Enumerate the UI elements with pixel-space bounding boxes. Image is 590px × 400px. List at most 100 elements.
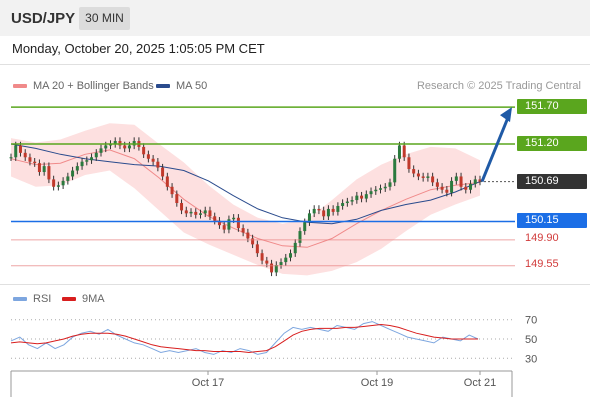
candle-body bbox=[127, 145, 131, 149]
candle-body bbox=[28, 157, 32, 162]
candle-body bbox=[80, 161, 84, 167]
candle-body bbox=[270, 263, 274, 273]
candle-body bbox=[33, 161, 37, 164]
candle-body bbox=[94, 152, 98, 158]
candle-body bbox=[435, 182, 439, 187]
candle-body bbox=[341, 203, 345, 206]
candle-body bbox=[170, 186, 174, 195]
rsi-swatch bbox=[13, 297, 27, 301]
candle-body bbox=[279, 262, 283, 266]
candle-body bbox=[379, 188, 383, 190]
candle-body bbox=[303, 222, 307, 232]
rsi-ma-line bbox=[10, 323, 478, 354]
candle-body bbox=[454, 176, 458, 181]
ma50-swatch bbox=[156, 84, 170, 88]
candle-body bbox=[397, 145, 401, 159]
target-arrowhead bbox=[500, 107, 512, 123]
candle-body bbox=[213, 216, 217, 221]
candle-body bbox=[37, 163, 41, 173]
candle-body bbox=[393, 158, 397, 183]
rsi-legend: RSI bbox=[13, 293, 51, 305]
candle-body bbox=[52, 179, 56, 187]
candle-body bbox=[255, 244, 259, 254]
candle-body bbox=[402, 145, 406, 158]
rsi-ma-legend-label: 9MA bbox=[82, 293, 105, 305]
candle-body bbox=[426, 176, 430, 178]
candle-body bbox=[360, 195, 364, 199]
symbol-title: USD/JPY bbox=[11, 10, 76, 27]
candle-body bbox=[350, 200, 354, 202]
ma20-line bbox=[10, 149, 481, 248]
bb-swatch bbox=[13, 84, 27, 88]
candle-body bbox=[90, 157, 94, 161]
level-label-current: 150.69 bbox=[517, 173, 587, 189]
candle-body bbox=[198, 213, 202, 215]
rsi-legend-label: RSI bbox=[33, 293, 52, 305]
candle-body bbox=[123, 145, 127, 149]
candle-body bbox=[61, 180, 65, 186]
candle-body bbox=[104, 145, 108, 149]
ma50-line bbox=[10, 143, 481, 225]
candle-body bbox=[14, 145, 18, 158]
candle-body bbox=[66, 176, 70, 181]
candle-body bbox=[165, 176, 169, 187]
candle-body bbox=[56, 185, 60, 187]
candle-body bbox=[180, 203, 184, 211]
candle-body bbox=[374, 189, 378, 192]
candle-body bbox=[440, 186, 444, 190]
candle-body bbox=[421, 176, 425, 178]
candle-body bbox=[364, 194, 368, 199]
candle-body bbox=[113, 141, 117, 144]
candle-body bbox=[217, 220, 221, 226]
candle-body bbox=[47, 166, 51, 180]
candle-body bbox=[241, 228, 245, 233]
x-tick-label: Oct 21 bbox=[464, 377, 496, 389]
candle-body bbox=[388, 182, 392, 187]
rsi-ma-legend: 9MA bbox=[62, 293, 105, 305]
level-label-minor: 149.55 bbox=[525, 257, 559, 270]
candle-body bbox=[431, 176, 435, 183]
candle-body bbox=[293, 242, 297, 254]
bollinger-band bbox=[11, 123, 480, 276]
candle-body bbox=[416, 173, 420, 177]
candle-body bbox=[251, 238, 255, 245]
level-label-support: 150.15 bbox=[517, 213, 587, 229]
ma50-legend-label: MA 50 bbox=[176, 80, 208, 92]
rsi-line bbox=[10, 321, 479, 355]
candle-body bbox=[203, 210, 207, 214]
candle-body bbox=[322, 210, 326, 217]
candle-body bbox=[142, 146, 146, 155]
candle-body bbox=[383, 186, 387, 189]
source-credit: Research © 2025 Trading Central bbox=[416, 80, 581, 92]
candle-body bbox=[345, 201, 349, 204]
candle-body bbox=[151, 158, 155, 162]
candle-body bbox=[312, 208, 316, 214]
candle-body bbox=[236, 217, 240, 229]
candle-body bbox=[23, 152, 27, 158]
chart-datetime: Monday, October 20, 2025 1:05:05 PM CET bbox=[12, 41, 265, 56]
divider bbox=[0, 64, 590, 65]
candle-body bbox=[284, 257, 288, 263]
candle-body bbox=[307, 213, 311, 223]
candle-body bbox=[260, 253, 264, 261]
candle-body bbox=[75, 166, 79, 171]
candle-body bbox=[464, 186, 468, 190]
top-bar: USD/JPY 30 MIN bbox=[0, 0, 590, 36]
candle-body bbox=[274, 265, 278, 273]
candle-body bbox=[317, 208, 321, 211]
candle-body bbox=[473, 179, 477, 184]
candle-body bbox=[478, 179, 482, 182]
candle-body bbox=[194, 211, 198, 215]
candle-body bbox=[85, 160, 89, 162]
candle-body bbox=[469, 183, 473, 190]
candle-body bbox=[412, 169, 416, 174]
candle-body bbox=[227, 219, 231, 230]
interval-button[interactable]: 30 MIN bbox=[79, 7, 130, 30]
candle-body bbox=[407, 157, 411, 170]
candle-body bbox=[71, 170, 75, 177]
candle-body bbox=[9, 157, 13, 159]
rsi-tick-label: 50 bbox=[525, 334, 537, 346]
candle-body bbox=[42, 166, 46, 173]
candle-body bbox=[222, 225, 226, 230]
